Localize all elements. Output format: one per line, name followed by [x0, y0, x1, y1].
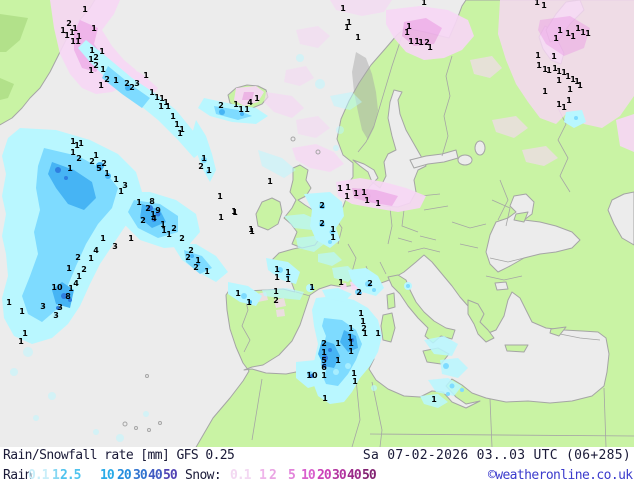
map-title: Rain/Snowfall rate [mm] GFS 0.25: [3, 448, 235, 463]
azores-island: [122, 421, 128, 427]
caspian-sea: [607, 191, 634, 246]
azores-island: [158, 421, 162, 425]
azores-island: [147, 428, 151, 432]
cyprus: [549, 326, 567, 337]
crete: [504, 344, 529, 353]
lake-ladoga: [457, 154, 473, 166]
rain-scale-value: 10: [100, 468, 115, 483]
rain-scale-value: 50: [163, 468, 178, 483]
rain-scale-label: Rain: [3, 468, 33, 483]
snow-scale-value: 5: [288, 468, 296, 483]
copyright-text: ©weatheronline.co.uk: [488, 468, 633, 483]
rain-scale-value: 40: [148, 468, 163, 483]
snow-scale-value: 10: [301, 468, 316, 483]
snow-scale-value: 0.1: [230, 468, 252, 483]
map-canvas: [0, 0, 634, 447]
snow-scale-value: 2: [269, 468, 277, 483]
snow-scale-value: 30: [332, 468, 347, 483]
greece: [467, 299, 495, 343]
sea-of-marmara: [494, 281, 509, 291]
sardinia: [380, 312, 396, 343]
snow-scale-value: 50: [362, 468, 377, 483]
madeira-island: [145, 374, 149, 378]
rain-areas: [2, 40, 586, 442]
rain-scale-value: 0.1: [28, 468, 50, 483]
corsica: [386, 292, 396, 310]
snow-scale-value: 20: [317, 468, 332, 483]
crimea: [513, 211, 529, 223]
country-borders: [241, 29, 634, 447]
snow-scale-value: 40: [347, 468, 362, 483]
map-caption-row: Rain/Snowfall rate [mm] GFS 0.25 Sa 07-0…: [0, 448, 634, 464]
greenland-highland: [0, 78, 14, 100]
faroe-islands: [290, 136, 296, 142]
scandinavian-mountains: [352, 52, 378, 140]
greenland-highland: [0, 14, 28, 52]
snow-scale-value: 1: [259, 468, 267, 483]
map-datetime: Sa 07-02-2026 03..03 UTC (06+285): [362, 448, 631, 463]
atlantic-islands: [122, 136, 321, 432]
azores-island: [134, 426, 138, 430]
shetland-islands: [315, 149, 321, 155]
rain-scale-value: 20: [117, 468, 132, 483]
rain-scale-value: 1: [52, 468, 60, 483]
legend-row: Rain Snow: 0.1 1 2.5 10 20 30 40 50 0.1 1 2 5 10 20 30…: [0, 468, 634, 484]
ireland: [255, 197, 283, 231]
black-sea: [485, 193, 581, 273]
lake-onega: [474, 140, 486, 156]
rain-scale-value: 30: [133, 468, 148, 483]
rain-scale-value: 2.5: [60, 468, 82, 483]
snow-scale-label: Snow:: [185, 468, 222, 483]
italy: [387, 274, 456, 344]
